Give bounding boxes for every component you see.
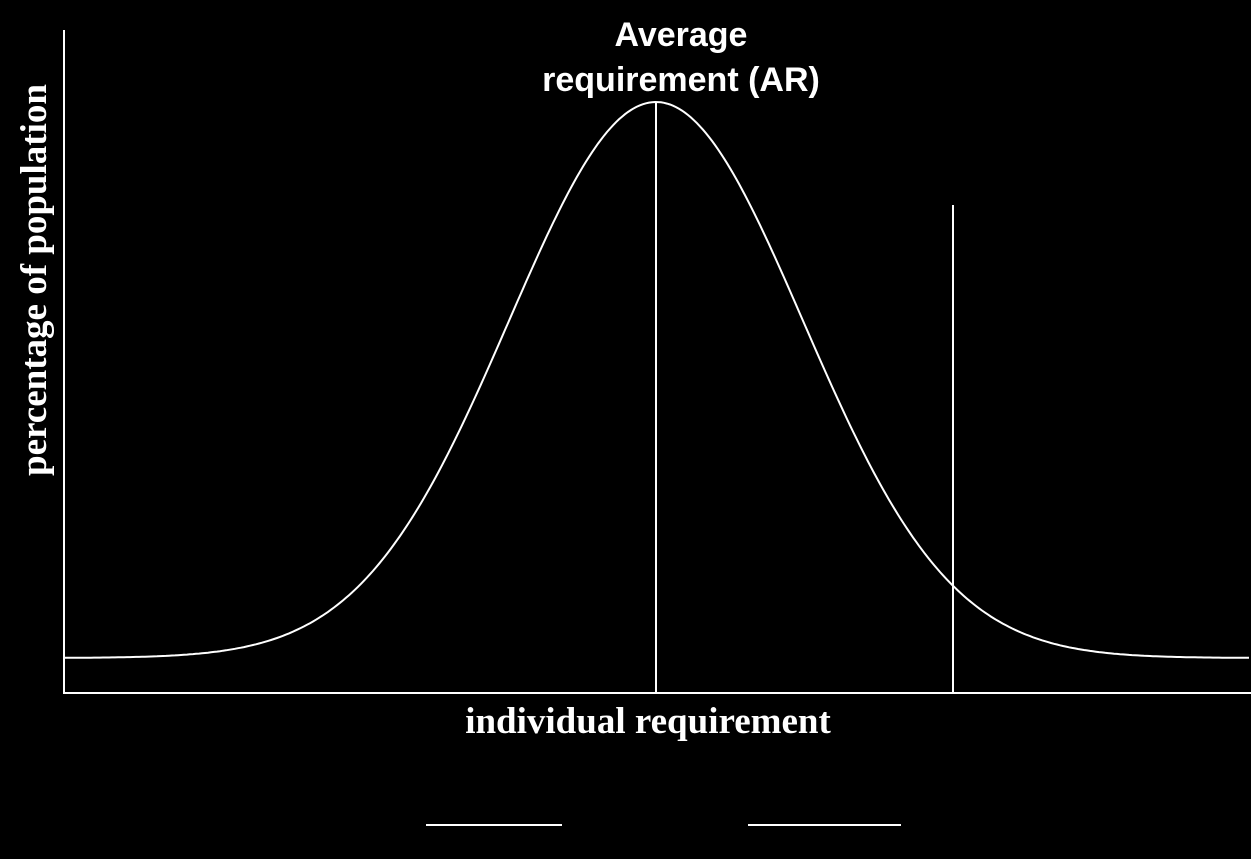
x-axis-label: individual requirement [465,701,831,742]
y-axis-label: percentage of population [14,84,55,476]
annotation-line: Average [615,16,748,54]
annotation-line: requirement (AR) [542,61,820,99]
